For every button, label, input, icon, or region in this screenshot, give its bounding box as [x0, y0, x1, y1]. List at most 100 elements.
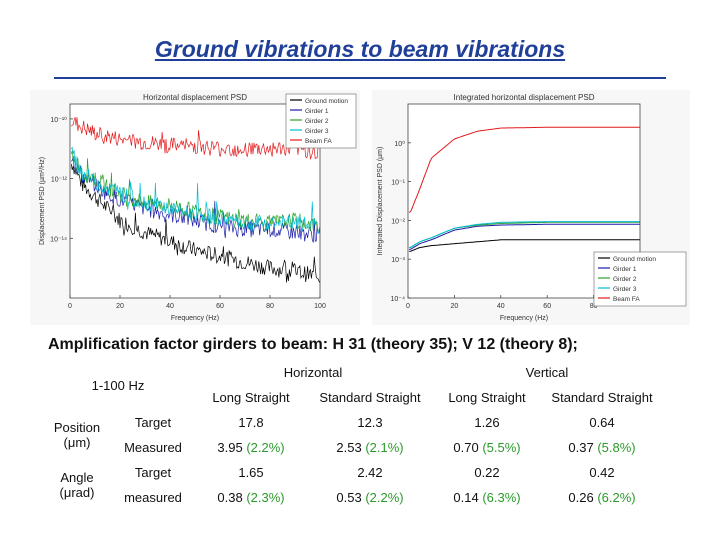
psd-x-axis-label: Frequency (Hz)	[171, 315, 219, 322]
cell-value: 3.95	[217, 440, 243, 455]
table-cell: 2.42	[308, 460, 432, 485]
cell-value: 2.53	[336, 440, 362, 455]
table-cell: 0.37 (5.8%)	[542, 435, 662, 460]
table-row: Measured 3.95 (2.2%) 2.53 (2.1%) 0.70 (5…	[42, 435, 662, 460]
table-cell: 0.22	[432, 460, 542, 485]
y-tick-label: 10⁻¹²	[51, 177, 68, 184]
legend-label: Girder 2	[613, 276, 637, 283]
integrated-chart-title: Integrated horizontal displacement PSD	[454, 93, 595, 102]
cell-value: 1.65	[238, 465, 264, 480]
x-tick-label: 60	[543, 303, 551, 310]
x-tick-label: 40	[166, 303, 174, 310]
series-line-beam-fa	[408, 126, 640, 213]
cell-value: 12.3	[357, 415, 383, 430]
legend-box	[593, 251, 687, 307]
row-type: Target	[134, 465, 172, 480]
cell-value: 17.8	[238, 415, 264, 430]
row-type: measured	[124, 490, 182, 505]
x-tick-label: 80	[590, 303, 598, 310]
series-line-girder-3	[70, 146, 321, 234]
series-line-ground-motion	[409, 239, 640, 252]
psd-chart-title: Horizontal displacement PSD	[143, 93, 247, 102]
integrated-plot-frame	[407, 103, 641, 299]
y-tick-label: 10⁻¹⁴	[50, 236, 67, 243]
row-type: Target	[134, 415, 172, 430]
cell-percent: (2.3%)	[246, 490, 285, 505]
table-header-row: 1-100 Hz Horizontal Vertical	[42, 360, 662, 393]
col-h-standard-straight: Standard Straight	[319, 390, 421, 405]
cell-value: 0.37	[568, 440, 594, 455]
table-cell: 17.8	[194, 410, 308, 435]
y-tick-label: 10⁻¹	[391, 180, 405, 187]
cell-value: 0.22	[474, 465, 500, 480]
header-horizontal: Horizontal	[283, 365, 343, 380]
y-tick-label: 10⁻⁴	[391, 296, 406, 303]
cell-value: 0.38	[217, 490, 243, 505]
cell-value: 2.42	[357, 465, 383, 480]
x-tick-label: 40	[497, 303, 505, 310]
x-tick-label: 60	[216, 303, 224, 310]
integrated-psd-chart: Integrated horizontal displacement PSD F…	[372, 90, 690, 325]
cell-percent: (6.3%)	[482, 490, 521, 505]
legend-box	[285, 93, 357, 149]
col-v-long-straight: Long Straight	[448, 390, 526, 405]
cell-value: 0.14	[453, 490, 479, 505]
psd-chart: Horizontal displacement PSD Frequency (H…	[30, 90, 360, 325]
table-cell: 1.65	[194, 460, 308, 485]
y-tick-label: 10⁻²	[391, 218, 405, 225]
cell-percent: (2.2%)	[365, 490, 404, 505]
table-cell: 3.95 (2.2%)	[194, 435, 308, 460]
integrated-x-axis-label: Frequency (Hz)	[500, 315, 548, 322]
psd-y-axis-label: Displacement PSD (µm²/Hz)	[39, 157, 46, 245]
table-cell: 0.14 (6.3%)	[432, 485, 542, 510]
cell-percent: (2.1%)	[365, 440, 404, 455]
table-cell: 0.53 (2.2%)	[308, 485, 432, 510]
col-h-long-straight: Long Straight	[212, 390, 290, 405]
psd-plot-frame	[69, 103, 321, 299]
quantity-position: Position (μm)	[53, 420, 101, 450]
legend-label: Beam FA	[613, 296, 640, 303]
table-cell: 0.42	[542, 460, 662, 485]
cell-percent: (5.8%)	[597, 440, 636, 455]
table-cell: 0.38 (2.3%)	[194, 485, 308, 510]
table-subheader-row: Long Straight Standard Straight Long Str…	[42, 385, 662, 410]
cell-percent: (5.5%)	[482, 440, 521, 455]
x-tick-label: 100	[314, 303, 326, 310]
y-tick-label: 10⁰	[394, 140, 405, 148]
cell-value: 0.42	[589, 465, 615, 480]
integrated-legend: Ground motion Girder 1 Girder 2 Girder 3 Bea…	[593, 251, 687, 307]
legend-label: Girder 1	[305, 108, 329, 115]
col-v-standard-straight: Standard Straight	[551, 390, 653, 405]
cell-value: 1.26	[474, 415, 500, 430]
table-cell: 0.70 (5.5%)	[432, 435, 542, 460]
x-tick-label: 20	[116, 303, 124, 310]
slide-title: Ground vibrations to beam vibrations	[154, 36, 566, 62]
table-cell: 0.64	[542, 410, 662, 435]
table-row: Angle (μrad) Target 1.65 2.42 0.22 0.42	[42, 460, 662, 500]
x-tick-label: 0	[406, 303, 410, 310]
amplification-table: 1-100 Hz Horizontal Vertical Long Straig…	[42, 360, 662, 510]
x-tick-label: 80	[266, 303, 274, 310]
series-line-girder-3	[409, 221, 640, 249]
legend-label: Girder 1	[613, 266, 637, 273]
cell-value: 0.64	[589, 415, 615, 430]
integrated-y-axis-label: Integrated Displacement PSD (µm)	[377, 147, 384, 256]
cell-value: 0.70	[453, 440, 479, 455]
y-tick-label: 10⁻¹⁰	[50, 116, 67, 124]
title-underline	[54, 77, 666, 79]
y-tick-label: 10⁻³	[391, 257, 405, 264]
table-cell: 12.3	[308, 410, 432, 435]
legend-label: Beam FA	[305, 138, 332, 145]
legend-label: Girder 3	[613, 286, 637, 293]
legend-label: Ground motion	[613, 256, 656, 263]
table-cell: 0.26 (6.2%)	[542, 485, 662, 510]
cell-percent: (6.2%)	[597, 490, 636, 505]
legend-label: Girder 3	[305, 128, 329, 135]
legend-label: Girder 2	[305, 118, 329, 125]
x-tick-label: 0	[68, 303, 72, 310]
series-line-girder-1	[409, 223, 640, 250]
table-cell: 1.26	[432, 410, 542, 435]
cell-percent: (2.2%)	[246, 440, 285, 455]
legend-label: Ground motion	[305, 98, 348, 105]
series-line-girder-2	[70, 150, 321, 232]
